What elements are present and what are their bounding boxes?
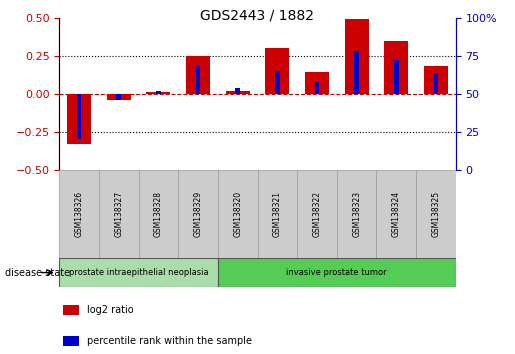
Bar <box>354 51 359 94</box>
Bar <box>77 94 81 139</box>
Bar <box>297 170 337 258</box>
Bar <box>434 74 438 94</box>
Text: percentile rank within the sample: percentile rank within the sample <box>87 336 252 346</box>
Bar <box>196 67 200 94</box>
Bar <box>99 170 139 258</box>
Bar <box>305 73 329 94</box>
Bar <box>186 56 210 94</box>
Bar <box>67 94 91 144</box>
Bar <box>156 91 161 94</box>
Bar <box>59 170 99 258</box>
Text: disease state: disease state <box>5 268 70 278</box>
Bar <box>265 48 289 94</box>
Bar <box>218 258 456 287</box>
Bar <box>275 71 280 94</box>
Text: GSM138322: GSM138322 <box>313 191 321 237</box>
Bar <box>384 41 408 94</box>
Text: GSM138320: GSM138320 <box>233 191 242 237</box>
Text: GSM138321: GSM138321 <box>273 191 282 237</box>
Bar <box>394 60 399 94</box>
Bar <box>146 92 170 94</box>
Text: GSM138329: GSM138329 <box>194 191 202 237</box>
Text: GSM138327: GSM138327 <box>114 191 123 237</box>
Text: GSM138325: GSM138325 <box>432 191 440 237</box>
Text: GSM138324: GSM138324 <box>392 191 401 237</box>
Bar <box>258 170 297 258</box>
Bar <box>376 170 416 258</box>
Bar <box>63 336 79 347</box>
Bar <box>59 258 218 287</box>
Text: GSM138326: GSM138326 <box>75 191 83 237</box>
Bar <box>424 67 448 94</box>
Text: GDS2443 / 1882: GDS2443 / 1882 <box>200 9 315 23</box>
Bar <box>139 170 178 258</box>
Bar <box>315 82 319 94</box>
Bar <box>345 19 369 94</box>
Bar <box>63 305 79 315</box>
Bar <box>218 170 258 258</box>
Text: invasive prostate tumor: invasive prostate tumor <box>286 268 387 277</box>
Bar <box>107 94 131 100</box>
Bar <box>235 88 240 94</box>
Text: prostate intraepithelial neoplasia: prostate intraepithelial neoplasia <box>68 268 209 277</box>
Bar <box>178 170 218 258</box>
Bar <box>226 91 250 94</box>
Bar <box>416 170 456 258</box>
Text: log2 ratio: log2 ratio <box>87 305 133 315</box>
Bar <box>337 170 376 258</box>
Bar <box>116 94 121 100</box>
Text: GSM138323: GSM138323 <box>352 191 361 237</box>
Text: GSM138328: GSM138328 <box>154 191 163 237</box>
